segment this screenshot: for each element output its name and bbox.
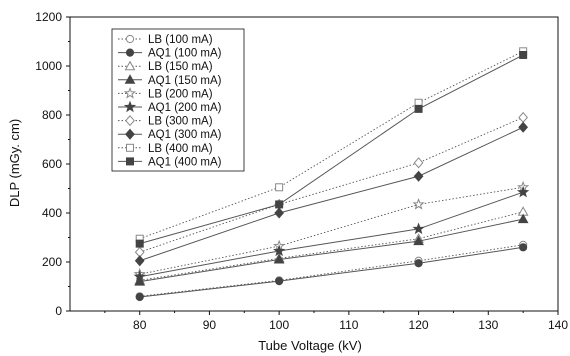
data-point bbox=[273, 254, 285, 264]
x-tick-label: 80 bbox=[133, 318, 147, 332]
legend-item: AQ1 (200 mA) bbox=[118, 100, 222, 114]
y-axis-title: DLP (mGy. cm) bbox=[7, 119, 22, 207]
series-4 bbox=[134, 213, 529, 286]
legend-item: AQ1 (150 mA) bbox=[118, 74, 222, 87]
legend-item: LB (300 mA) bbox=[118, 115, 213, 128]
x-tick-label: 140 bbox=[548, 318, 568, 332]
data-point bbox=[275, 277, 284, 286]
y-tick-label: 1000 bbox=[35, 59, 62, 73]
data-point bbox=[275, 200, 284, 209]
axes-layer: 80 90 100 110 120 130 140 0 200 400 600 800 1000 1200 bbox=[35, 10, 568, 332]
legend-marker bbox=[124, 74, 136, 84]
legend-marker bbox=[123, 86, 137, 99]
y-tick-label: 200 bbox=[42, 255, 62, 269]
legend-marker bbox=[123, 100, 137, 113]
series-2 bbox=[135, 243, 528, 302]
data-point bbox=[517, 185, 530, 198]
data-point bbox=[517, 213, 529, 224]
x-tick-label: 90 bbox=[203, 318, 217, 332]
data-point bbox=[519, 50, 528, 59]
series-layer bbox=[133, 47, 530, 302]
legend-item: AQ1 (300 mA) bbox=[118, 128, 222, 141]
data-point bbox=[414, 104, 423, 113]
data-point bbox=[135, 292, 144, 302]
series-10 bbox=[135, 50, 528, 248]
series-3 bbox=[134, 206, 529, 285]
legend-item: LB (150 mA) bbox=[118, 60, 213, 73]
legend-item: LB (400 mA) bbox=[118, 143, 213, 155]
legend-label: LB (200 mA) bbox=[148, 88, 213, 100]
data-point bbox=[134, 276, 146, 286]
data-point bbox=[413, 157, 424, 169]
legend-label: LB (150 mA) bbox=[148, 61, 213, 73]
series-6 bbox=[133, 185, 530, 282]
data-point bbox=[519, 243, 528, 252]
data-point bbox=[274, 207, 285, 219]
x-axis-title: Tube Voltage (kV) bbox=[258, 338, 362, 353]
data-point bbox=[133, 270, 146, 282]
x-tick-label: 120 bbox=[409, 318, 429, 332]
legend-label: AQ1 (400 mA) bbox=[148, 156, 222, 168]
series-line bbox=[139, 244, 524, 297]
legend-marker bbox=[125, 48, 135, 57]
series-line bbox=[139, 117, 524, 253]
series-line bbox=[139, 211, 524, 281]
series-line bbox=[139, 218, 524, 283]
data-point bbox=[414, 259, 423, 268]
x-tick-label: 100 bbox=[269, 318, 289, 332]
y-tick-label: 800 bbox=[42, 108, 62, 122]
legend-label: LB (300 mA) bbox=[148, 116, 213, 128]
data-point bbox=[413, 235, 424, 246]
legend-item: AQ1 (100 mA) bbox=[118, 48, 222, 60]
series-8 bbox=[134, 121, 529, 267]
y-tick-label: 1200 bbox=[35, 10, 62, 24]
legend-marker bbox=[125, 34, 135, 44]
data-point bbox=[273, 244, 286, 257]
data-point bbox=[275, 183, 284, 192]
data-point bbox=[135, 239, 144, 248]
data-point bbox=[412, 198, 425, 210]
legend-marker bbox=[124, 60, 136, 71]
series-line bbox=[139, 126, 524, 262]
legend-label: LB (100 mA) bbox=[148, 34, 213, 46]
series-line bbox=[139, 246, 524, 298]
legend-item: LB (100 mA) bbox=[118, 34, 213, 46]
legend-label: LB (400 mA) bbox=[148, 143, 213, 155]
x-tick-label: 110 bbox=[339, 318, 358, 332]
y-tick-label: 600 bbox=[42, 157, 62, 171]
y-tick-label: 0 bbox=[55, 304, 62, 318]
legend-marker bbox=[126, 157, 134, 166]
legend-label: AQ1 (200 mA) bbox=[148, 102, 222, 114]
legend-item: AQ1 (400 mA) bbox=[118, 156, 222, 168]
series-line bbox=[139, 54, 524, 245]
x-tick-label: 130 bbox=[478, 318, 498, 332]
data-point bbox=[518, 111, 529, 124]
legend-marker bbox=[126, 143, 134, 152]
series-line bbox=[139, 50, 524, 240]
series-line bbox=[139, 191, 524, 278]
legend: LB (100 mA) AQ1 (100 mA)LB (150 mA) AQ1 (1… bbox=[111, 28, 245, 172]
data-point bbox=[518, 121, 529, 133]
legend-label: AQ1 (300 mA) bbox=[148, 129, 222, 141]
data-point bbox=[413, 170, 424, 182]
data-point bbox=[134, 255, 145, 267]
legend-item: LB (200 mA) bbox=[118, 86, 213, 100]
legend-marker bbox=[125, 115, 135, 127]
data-point bbox=[412, 222, 425, 235]
legend-label: AQ1 (150 mA) bbox=[148, 75, 222, 87]
legend-label: AQ1 (100 mA) bbox=[148, 48, 222, 60]
y-tick-label: 400 bbox=[42, 206, 62, 220]
series-line bbox=[139, 186, 524, 275]
legend-marker bbox=[125, 128, 135, 140]
